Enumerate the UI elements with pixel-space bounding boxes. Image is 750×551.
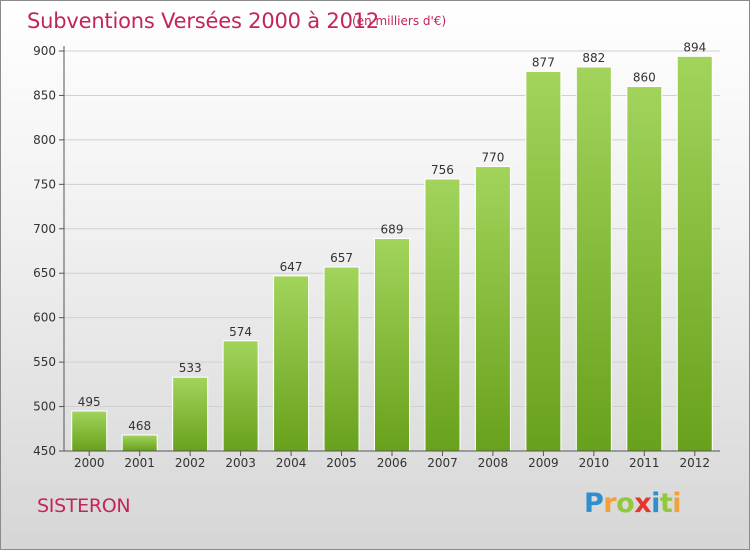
logo-letter: i <box>651 488 660 519</box>
x-tick-label: 2009 <box>528 456 559 470</box>
y-tick-label: 850 <box>33 88 56 102</box>
y-tick-label: 500 <box>33 400 56 414</box>
x-tick-label: 2004 <box>276 456 307 470</box>
y-tick-label: 900 <box>33 44 56 58</box>
x-tick-label: 2000 <box>74 456 105 470</box>
bar <box>71 410 108 452</box>
bar <box>626 86 663 452</box>
chart-title: Subventions Versées 2000 à 2012 <box>27 9 380 33</box>
bar <box>374 238 410 452</box>
bar <box>575 66 612 452</box>
bar-value-label: 495 <box>78 395 101 409</box>
bar <box>525 70 562 452</box>
bars-layer <box>71 55 713 452</box>
y-tick-label: 650 <box>33 266 56 280</box>
y-tick-label: 450 <box>33 444 56 458</box>
bar-value-label: 657 <box>330 251 353 265</box>
bar-value-label: 689 <box>381 223 404 237</box>
x-tick-label: 2001 <box>124 456 155 470</box>
y-tick-label: 800 <box>33 133 56 147</box>
x-tick-label: 2007 <box>427 456 458 470</box>
bar-value-label: 468 <box>128 419 151 433</box>
bar <box>474 166 511 452</box>
bar <box>121 434 158 452</box>
logo-letter: x <box>634 488 652 519</box>
logo-letter: o <box>616 488 635 519</box>
logo-letter: P <box>584 488 604 519</box>
x-tick-label: 2005 <box>326 456 357 470</box>
logo-letter: r <box>603 488 617 519</box>
bar-value-label: 533 <box>179 361 202 375</box>
x-tick-label: 2012 <box>679 456 710 470</box>
x-tick-label: 2006 <box>377 456 408 470</box>
x-tick-label: 2002 <box>175 456 206 470</box>
bar-value-label: 770 <box>481 151 504 165</box>
bar-value-label: 877 <box>532 55 555 69</box>
y-tick-label: 600 <box>33 311 56 325</box>
bar <box>676 55 713 452</box>
bar <box>323 266 360 452</box>
bar-value-label: 894 <box>683 40 706 54</box>
bar-value-label: 860 <box>633 71 656 85</box>
logo-letter: i <box>672 488 682 519</box>
proxiti-logo[interactable]: Proxiti <box>584 488 682 519</box>
x-tick-label: 2003 <box>225 456 256 470</box>
x-tick-label: 2008 <box>478 456 509 470</box>
y-tick-label: 750 <box>33 177 56 191</box>
labels-layer: 450 500 550 600 650 700 750 800 850 900 495 2000 468… <box>33 40 710 470</box>
bar <box>424 178 461 452</box>
bar-value-label: 882 <box>582 51 605 65</box>
bar <box>222 340 259 452</box>
x-tick-label: 2011 <box>629 456 660 470</box>
chart-subtitle: (en milliers d'€) <box>352 14 447 28</box>
bar-value-label: 756 <box>431 163 454 177</box>
bar-value-label: 647 <box>280 260 303 274</box>
y-tick-label: 550 <box>33 355 56 369</box>
y-tick-label: 700 <box>33 222 56 236</box>
city-name: SISTERON <box>37 495 131 517</box>
bar <box>273 275 310 452</box>
logo-letter: t <box>659 488 673 519</box>
bar <box>172 376 209 452</box>
axis-layer <box>59 46 720 456</box>
bar-value-label: 574 <box>229 325 252 339</box>
x-tick-label: 2010 <box>579 456 610 470</box>
